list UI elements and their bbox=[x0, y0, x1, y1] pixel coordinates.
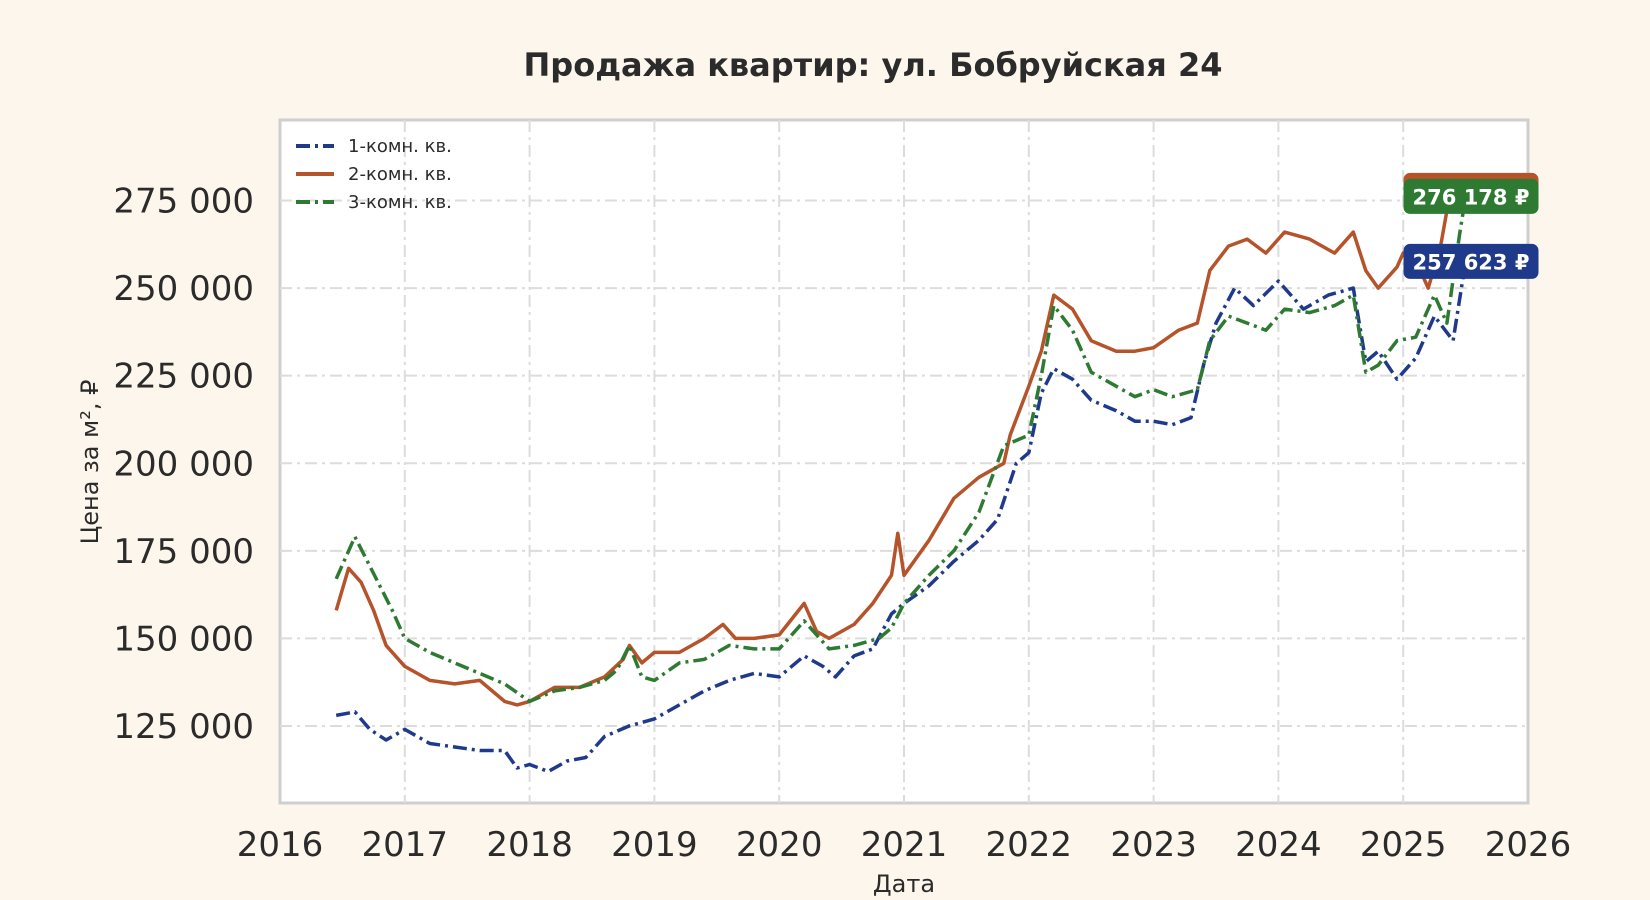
x-tick-label: 2017 bbox=[362, 825, 449, 865]
chart-title: Продажа квартир: ул. Бобруйская 24 bbox=[524, 46, 1223, 84]
badge-bg bbox=[1403, 243, 1539, 279]
badge-label: 257 623 ₽ bbox=[1413, 250, 1530, 274]
series-line-1 bbox=[335, 261, 1468, 774]
legend-label: 3-комн. кв. bbox=[348, 192, 452, 213]
series-line-3 bbox=[334, 196, 1468, 704]
y-tick-label: 200 000 bbox=[113, 444, 254, 484]
x-tick-label: 2020 bbox=[736, 825, 823, 865]
x-tick-labels: 2016 2017 2018 2019 2020 2021 2022 2023 2024 2025… bbox=[237, 825, 1572, 865]
y-tick-label: 275 000 bbox=[113, 182, 254, 222]
legend-label: 1-комн. кв. bbox=[348, 136, 452, 157]
y-axis-label: Цена за м², ₽ bbox=[76, 380, 104, 545]
y-tick-label: 150 000 bbox=[113, 619, 254, 659]
x-tick-label: 2016 bbox=[237, 825, 324, 865]
x-axis-label: Дата bbox=[873, 870, 935, 898]
x-tick-label: 2018 bbox=[486, 825, 573, 865]
y-tick-labels: 125 000 150 000 175 000 200 000 225 000 250 0… bbox=[113, 182, 254, 747]
x-tick-label: 2025 bbox=[1360, 825, 1447, 865]
x-tick-label: 2024 bbox=[1235, 825, 1322, 865]
x-tick-label: 2021 bbox=[861, 825, 948, 865]
badge-bg bbox=[1403, 178, 1539, 214]
series-lines bbox=[334, 174, 1468, 774]
y-tick-label: 125 000 bbox=[113, 707, 254, 747]
y-tick-label: 225 000 bbox=[113, 357, 254, 397]
y-tick-label: 250 000 bbox=[113, 269, 254, 309]
badge-label: 276 178 ₽ bbox=[1413, 185, 1530, 209]
last-value-badges: 276 178 ₽276 178 ₽257 623 ₽ bbox=[1403, 172, 1539, 279]
x-tick-label: 2026 bbox=[1485, 825, 1572, 865]
x-tick-label: 2023 bbox=[1110, 825, 1197, 865]
x-tick-label: 2019 bbox=[611, 825, 698, 865]
x-tick-label: 2022 bbox=[986, 825, 1073, 865]
grid bbox=[280, 120, 1528, 803]
legend: 1-комн. кв. 2-комн. кв. 3-комн. кв. bbox=[296, 136, 452, 213]
legend-label: 2-комн. кв. bbox=[348, 164, 452, 185]
y-tick-label: 175 000 bbox=[113, 532, 254, 572]
